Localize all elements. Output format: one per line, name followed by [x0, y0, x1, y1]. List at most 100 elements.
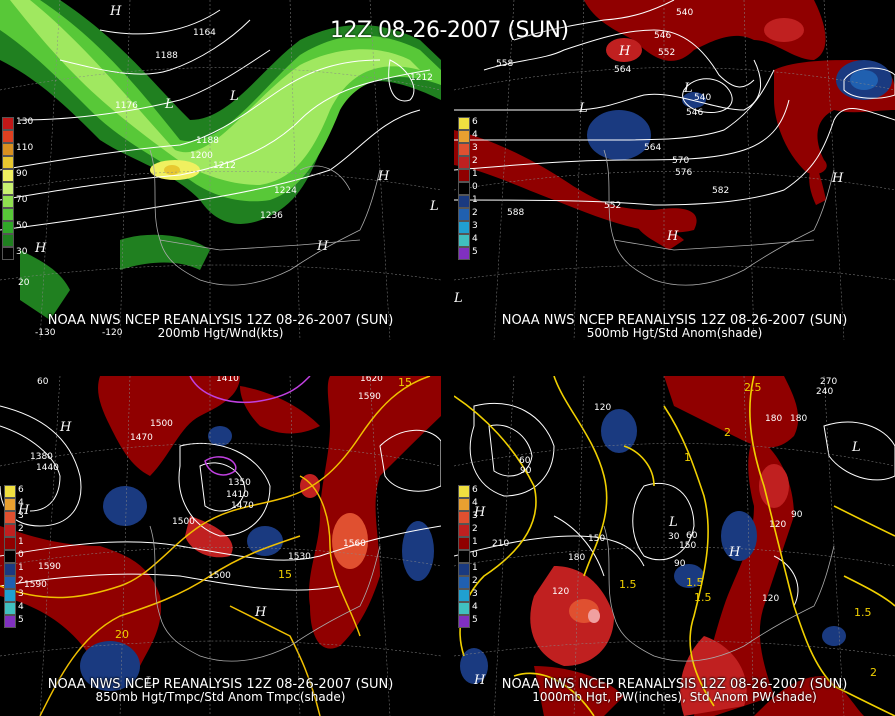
high-center: H — [831, 171, 844, 186]
low-center: L — [429, 199, 439, 214]
legend-label: 2 — [18, 576, 24, 586]
legend-swatch — [458, 208, 470, 221]
legend-swatch — [458, 169, 470, 182]
legend-label: 3 — [472, 511, 478, 521]
anomaly-positive — [332, 513, 368, 569]
anomaly-positive — [754, 676, 864, 716]
legend-swatch — [458, 563, 470, 576]
legend-label: 0 — [18, 550, 24, 560]
contour-label: 1212 — [410, 73, 433, 83]
pw-label: 1.5 — [686, 576, 704, 589]
anomaly-positive — [185, 516, 233, 558]
pw-label: 1.5 — [619, 578, 637, 591]
legend-label: 6 — [18, 485, 24, 495]
panel-header: NOAA NWS NCEP REANALYSIS 12Z 08-26-2007 … — [47, 313, 394, 328]
legend-swatch — [2, 182, 14, 195]
legend-label: 4 — [18, 498, 24, 508]
anomaly-positive — [634, 220, 684, 250]
contour-label: 1590 — [358, 392, 381, 402]
high-center: H — [59, 420, 72, 435]
contour-label: 1350 — [228, 478, 251, 488]
pw-label: 2.5 — [744, 381, 762, 394]
contour-label: 60 — [686, 531, 698, 541]
jet-band-mid — [0, 0, 441, 202]
height-contours — [454, 402, 895, 607]
high-center: H — [618, 44, 631, 59]
legend-label: 6 — [472, 117, 478, 127]
legend-swatch — [458, 602, 470, 615]
panel-subtitle: 200mb Hgt/Wnd(kts) — [157, 326, 284, 340]
contour-label: 552 — [604, 201, 621, 211]
anomaly-positive — [809, 160, 826, 205]
legend-swatch — [458, 615, 470, 628]
legend-swatch — [458, 156, 470, 169]
anomaly-positive — [308, 376, 441, 649]
legend-1000mb: 6 4 3 2 1 0 1 2 3 4 5 — [458, 485, 478, 628]
legend-swatch — [458, 221, 470, 234]
legend-500mb: 6 4 3 2 1 0 1 2 3 4 5 — [458, 117, 478, 260]
lon-label: -120 — [102, 328, 123, 338]
contour-label: 1380 — [30, 452, 53, 462]
contour-label: 564 — [644, 143, 661, 153]
high-center: H — [254, 605, 267, 620]
map-500mb: 540 546 552 558 564 570 576 582 588 552 … — [454, 0, 895, 340]
legend-swatch — [458, 182, 470, 195]
pw-label: 1.5 — [694, 591, 712, 604]
anomaly-negative — [208, 426, 232, 446]
anomaly-negative — [80, 641, 140, 691]
legend-label: 5 — [472, 247, 478, 257]
legend-label: 110 — [16, 143, 34, 153]
legend-swatch — [458, 195, 470, 208]
anomaly-negative — [103, 486, 147, 526]
contour-label: 1440 — [36, 463, 59, 473]
contour-label: 582 — [712, 186, 729, 196]
cold-contours — [189, 376, 311, 476]
pw-label: 2 — [870, 666, 877, 679]
contour-label: 1620 — [360, 376, 383, 384]
grid-lines — [454, 376, 895, 716]
contour-label: 1164 — [193, 28, 216, 38]
grid-lines — [0, 376, 441, 716]
anomaly-positive — [764, 18, 804, 42]
legend-swatch — [458, 524, 470, 537]
legend-label: 3 — [472, 143, 478, 153]
legend-swatch — [2, 130, 14, 143]
legend-label: 4 — [472, 130, 478, 140]
contour-label: 120 — [594, 403, 611, 413]
legend-label: 130 — [16, 117, 34, 127]
legend-label: 1 — [472, 563, 478, 573]
contour-label: 240 — [816, 387, 833, 397]
legend-label: 2 — [18, 524, 24, 534]
legend-label: 3 — [472, 589, 478, 599]
anomaly-negative — [460, 648, 488, 684]
contour-label: 552 — [658, 48, 675, 58]
legend-swatch — [2, 143, 14, 156]
legend-label: 4 — [472, 498, 478, 508]
grid-lines — [454, 0, 895, 340]
legend-swatch — [458, 485, 470, 498]
anomaly-negative — [402, 521, 434, 581]
anomaly-positive — [98, 376, 240, 476]
contour-label: 564 — [614, 65, 631, 75]
contour-label: 1590 — [24, 580, 47, 590]
legend-label: 0 — [472, 182, 478, 192]
contour-label: 570 — [672, 156, 689, 166]
legend-label: 6 — [472, 485, 478, 495]
legend-swatch — [458, 550, 470, 563]
contour-label: 1500 — [208, 571, 231, 581]
contour-label: 120 — [552, 587, 569, 597]
contour-label: 1530 — [288, 552, 311, 562]
jet-band-inner — [10, 0, 420, 185]
legend-label: 5 — [472, 615, 478, 625]
anomaly-negative — [674, 564, 704, 588]
contour-label: 60 — [519, 456, 531, 466]
low-center: L — [454, 291, 463, 306]
legend-label: 50 — [16, 221, 28, 231]
contour-label: 1224 — [274, 186, 297, 196]
contour-label: 270 — [820, 377, 837, 387]
legend-swatch — [458, 143, 470, 156]
low-center: L — [144, 675, 154, 690]
legend-label: 2 — [472, 208, 478, 218]
panel-1000mb: 120 180 240 270 60 90 150 180 210 120 30… — [454, 376, 895, 716]
panel-850mb: 1410 1470 1500 1590 1620 1590 1440 1380 … — [0, 376, 441, 716]
